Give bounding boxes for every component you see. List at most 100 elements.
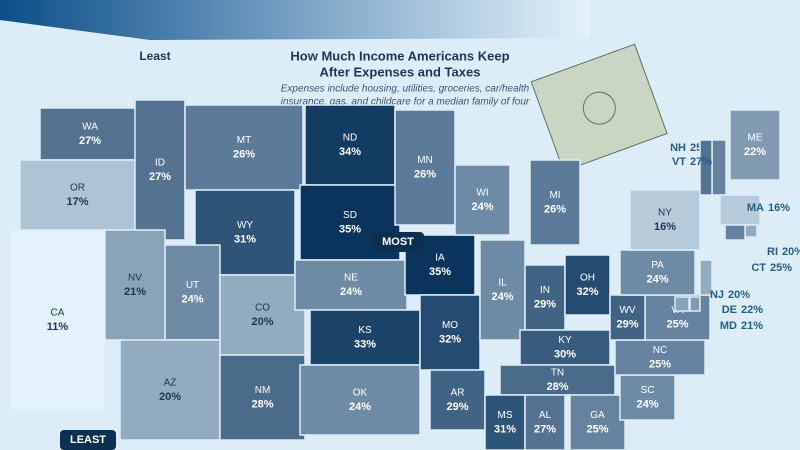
- state-abbr: KY: [558, 335, 572, 346]
- state-value-label: 31%: [234, 233, 256, 245]
- state-value-label: 27%: [534, 423, 556, 435]
- state: [454, 164, 511, 236]
- state-abbr: NY: [658, 208, 672, 219]
- state-abbr: VT: [672, 156, 686, 168]
- state-value-label: 24%: [636, 398, 658, 410]
- state: [524, 394, 566, 450]
- legend-gradient: [0, 0, 590, 40]
- state: [609, 294, 646, 341]
- state-abbr: OR: [70, 183, 85, 194]
- state-value-label: 29%: [616, 318, 638, 330]
- state-abbr: DE: [722, 304, 737, 316]
- state-value-label: 21%: [124, 286, 146, 298]
- state: [184, 104, 304, 191]
- state-abbr: CT: [751, 262, 766, 274]
- state-abbr: MD: [720, 320, 737, 332]
- state-value-label: 30%: [554, 348, 576, 360]
- state-value-label: 16%: [768, 202, 790, 214]
- state-value-label: 27%: [79, 135, 101, 147]
- state: [719, 194, 761, 226]
- state-abbr: IN: [540, 285, 550, 296]
- state-value-label: 25%: [649, 358, 671, 370]
- state-abbr: IL: [498, 278, 507, 289]
- state-abbr: ID: [155, 158, 165, 169]
- state-abbr: WV: [619, 305, 635, 316]
- state-value-label: 26%: [414, 168, 436, 180]
- state: [164, 244, 221, 341]
- state-abbr: MO: [442, 320, 458, 331]
- state-abbr: NE: [344, 273, 358, 284]
- state-abbr: CA: [51, 308, 65, 319]
- state-value-label: 26%: [544, 203, 566, 215]
- state-abbr: OH: [580, 273, 595, 284]
- state-value-label: 32%: [576, 286, 598, 298]
- state-value-label: 24%: [340, 286, 362, 298]
- state: [219, 354, 306, 441]
- title: How Much Income Americans Keep: [290, 48, 509, 63]
- state: [729, 109, 781, 181]
- state: [569, 394, 626, 450]
- state-value-label: 34%: [339, 146, 361, 158]
- state-abbr: CO: [255, 303, 270, 314]
- state: [499, 364, 616, 396]
- state-value-label: 32%: [439, 333, 461, 345]
- states: WA 27% OR 17% CA 11% ID 27% NV 21% MT 26% WY 31% UT 24%…: [9, 99, 800, 450]
- state: [19, 159, 136, 231]
- state: [629, 189, 701, 251]
- state-value-label: 26%: [233, 148, 255, 160]
- state-abbr: NC: [653, 345, 667, 356]
- state-abbr: PA: [651, 260, 664, 271]
- state-abbr: NV: [128, 273, 142, 284]
- state-abbr: NH: [670, 142, 686, 154]
- state-value-label: 35%: [429, 266, 451, 278]
- state-value-label: 27%: [149, 171, 171, 183]
- state: [699, 259, 713, 296]
- state: [479, 239, 526, 341]
- state: [711, 139, 727, 196]
- state-value-label: 25%: [586, 423, 608, 435]
- state-abbr: SD: [343, 210, 357, 221]
- state-value-label: 25%: [666, 318, 688, 330]
- state-value-label: 24%: [471, 201, 493, 213]
- least-callout: LEAST: [60, 430, 116, 450]
- state: [299, 364, 421, 436]
- state-value-label: 20%: [251, 316, 273, 328]
- state-value-label: 31%: [494, 423, 516, 435]
- state: [744, 224, 758, 238]
- state-abbr: SC: [641, 385, 655, 396]
- state-abbr: MI: [549, 190, 560, 201]
- state-abbr: IA: [435, 253, 445, 264]
- state-abbr: GA: [590, 410, 605, 421]
- state-abbr: MA: [747, 202, 764, 214]
- state-value-label: 20%: [728, 289, 750, 301]
- state-abbr: WI: [476, 188, 488, 199]
- state-value-label: 29%: [446, 401, 468, 413]
- state: [304, 104, 396, 186]
- state-abbr: WY: [237, 220, 253, 231]
- state-abbr: AR: [451, 388, 465, 399]
- subtitle: Expenses include housing, utilities, gro…: [281, 84, 530, 95]
- state-abbr: AL: [539, 410, 552, 421]
- state-value-label: 11%: [47, 321, 69, 333]
- state-value-label: 24%: [181, 293, 203, 305]
- state-abbr: NM: [255, 385, 271, 396]
- state-value-label: 16%: [654, 221, 676, 233]
- state-abbr: MN: [417, 155, 433, 166]
- state-value-label: 29%: [534, 298, 556, 310]
- state-value-label: 17%: [66, 196, 88, 208]
- state-abbr: NJ: [710, 289, 724, 301]
- state-abbr: AZ: [164, 378, 177, 389]
- state: [619, 374, 676, 421]
- state-abbr: UT: [186, 280, 199, 291]
- state: [9, 229, 106, 411]
- state-abbr: MS: [498, 410, 513, 421]
- state: [119, 339, 221, 441]
- state-abbr: OK: [353, 388, 368, 399]
- state: [724, 224, 746, 241]
- state-abbr: TN: [551, 368, 564, 379]
- state-abbr: MT: [237, 135, 251, 146]
- state: [619, 249, 696, 296]
- title: After Expenses and Taxes: [320, 64, 481, 79]
- state: [564, 254, 611, 316]
